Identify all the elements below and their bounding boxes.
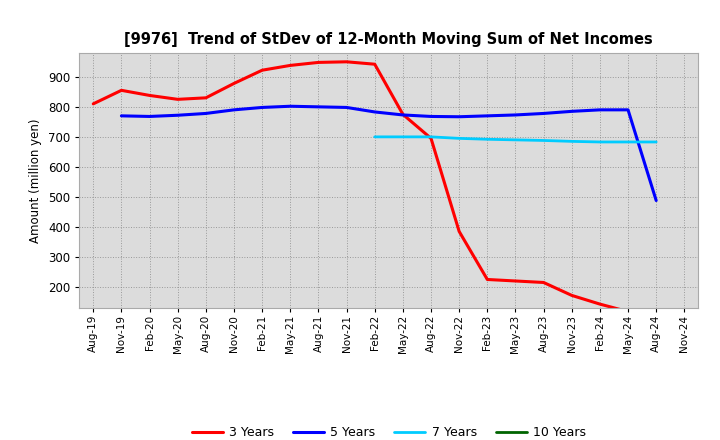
3 Years	[202, 95, 210, 100]
5 Years	[511, 112, 520, 117]
Line: 5 Years: 5 Years	[122, 106, 656, 201]
3 Years	[483, 277, 492, 282]
5 Years	[174, 113, 182, 118]
5 Years	[427, 114, 436, 119]
3 Years	[567, 293, 576, 298]
7 Years	[567, 139, 576, 144]
5 Years	[567, 109, 576, 114]
5 Years	[370, 109, 379, 114]
3 Years	[455, 229, 464, 234]
3 Years	[342, 59, 351, 64]
5 Years	[314, 104, 323, 110]
3 Years	[230, 81, 238, 86]
3 Years	[595, 301, 604, 307]
3 Years	[652, 311, 660, 316]
3 Years	[370, 62, 379, 67]
5 Years	[342, 105, 351, 110]
5 Years	[117, 113, 126, 118]
3 Years	[399, 112, 408, 117]
3 Years	[427, 136, 436, 141]
5 Years	[258, 105, 266, 110]
5 Years	[202, 111, 210, 116]
Title: [9976]  Trend of StDev of 12-Month Moving Sum of Net Incomes: [9976] Trend of StDev of 12-Month Moving…	[125, 33, 653, 48]
Line: 7 Years: 7 Years	[374, 137, 656, 142]
3 Years	[286, 63, 294, 68]
3 Years	[314, 60, 323, 65]
5 Years	[230, 107, 238, 113]
5 Years	[539, 111, 548, 116]
7 Years	[511, 137, 520, 143]
5 Years	[595, 107, 604, 113]
7 Years	[652, 139, 660, 145]
3 Years	[258, 68, 266, 73]
5 Years	[455, 114, 464, 119]
7 Years	[539, 138, 548, 143]
Y-axis label: Amount (million yen): Amount (million yen)	[30, 118, 42, 242]
3 Years	[174, 97, 182, 102]
7 Years	[483, 137, 492, 142]
3 Years	[117, 88, 126, 93]
5 Years	[399, 112, 408, 117]
5 Years	[145, 114, 154, 119]
7 Years	[427, 134, 436, 139]
5 Years	[483, 113, 492, 118]
5 Years	[624, 107, 632, 113]
3 Years	[624, 309, 632, 314]
5 Years	[652, 198, 660, 203]
7 Years	[370, 134, 379, 139]
3 Years	[145, 93, 154, 98]
7 Years	[399, 134, 408, 139]
Legend: 3 Years, 5 Years, 7 Years, 10 Years: 3 Years, 5 Years, 7 Years, 10 Years	[186, 422, 591, 440]
3 Years	[511, 279, 520, 284]
3 Years	[539, 280, 548, 285]
3 Years	[89, 101, 98, 106]
5 Years	[286, 103, 294, 109]
7 Years	[455, 136, 464, 141]
7 Years	[624, 139, 632, 145]
Line: 3 Years: 3 Years	[94, 62, 656, 313]
7 Years	[595, 139, 604, 145]
